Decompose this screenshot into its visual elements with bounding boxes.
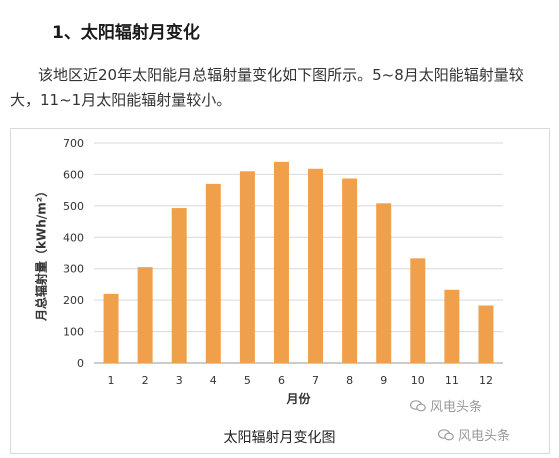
bar-layer (103, 161, 494, 363)
bar (171, 208, 187, 363)
x-tick-label: 12 (479, 374, 493, 387)
wechat-icon (410, 399, 426, 411)
y-tick-label: 0 (77, 357, 84, 370)
bar (205, 183, 221, 363)
y-tick-label: 100 (63, 326, 84, 339)
x-tick-label: 7 (312, 374, 319, 387)
y-tick-label: 400 (63, 231, 84, 244)
bar (137, 267, 153, 363)
wechat-icon (438, 428, 454, 440)
x-tick-label: 10 (411, 374, 425, 387)
bar (342, 178, 358, 363)
y-axis-label: 月总辐射量（kWh/m²） (34, 185, 49, 322)
x-tick-label: 6 (278, 374, 285, 387)
bar (308, 168, 324, 363)
y-tick-label: 600 (63, 168, 84, 181)
watermark-text: 风电头条 (430, 400, 483, 415)
x-tick-label: 8 (346, 374, 353, 387)
bar (478, 305, 494, 363)
bar (410, 258, 426, 363)
x-tick-label: 9 (380, 374, 387, 387)
section-heading: 1、太阳辐射月变化 (52, 23, 200, 43)
grid-layer (94, 142, 503, 364)
x-tick-label: 5 (244, 374, 251, 387)
bar (376, 203, 392, 363)
watermark-1: 风电头条 (410, 396, 482, 415)
x-tick-label: 4 (210, 374, 217, 387)
y-tick-label: 700 (63, 137, 84, 150)
watermark-text: 风电头条 (458, 429, 511, 444)
bar (103, 293, 119, 363)
x-axis-label: 月份 (285, 391, 311, 406)
x-tick-label: 3 (176, 374, 183, 387)
watermark-2: 风电头条 (438, 425, 510, 444)
x-tick-label: 1 (108, 374, 115, 387)
y-tick-label: 500 (63, 200, 84, 213)
description-paragraph: 该地区近20年太阳能月总辐射量变化如下图所示。5~8月太阳能辐射量较大，11~1… (10, 66, 524, 109)
bar (444, 289, 460, 363)
figure-caption: 太阳辐射月变化图 (223, 430, 336, 446)
x-tick-label: 11 (445, 374, 459, 387)
bar (239, 171, 255, 363)
y-tick-label: 200 (63, 294, 84, 307)
bar (273, 161, 289, 363)
y-tick-label: 300 (63, 263, 84, 276)
x-tick-label: 2 (142, 374, 149, 387)
